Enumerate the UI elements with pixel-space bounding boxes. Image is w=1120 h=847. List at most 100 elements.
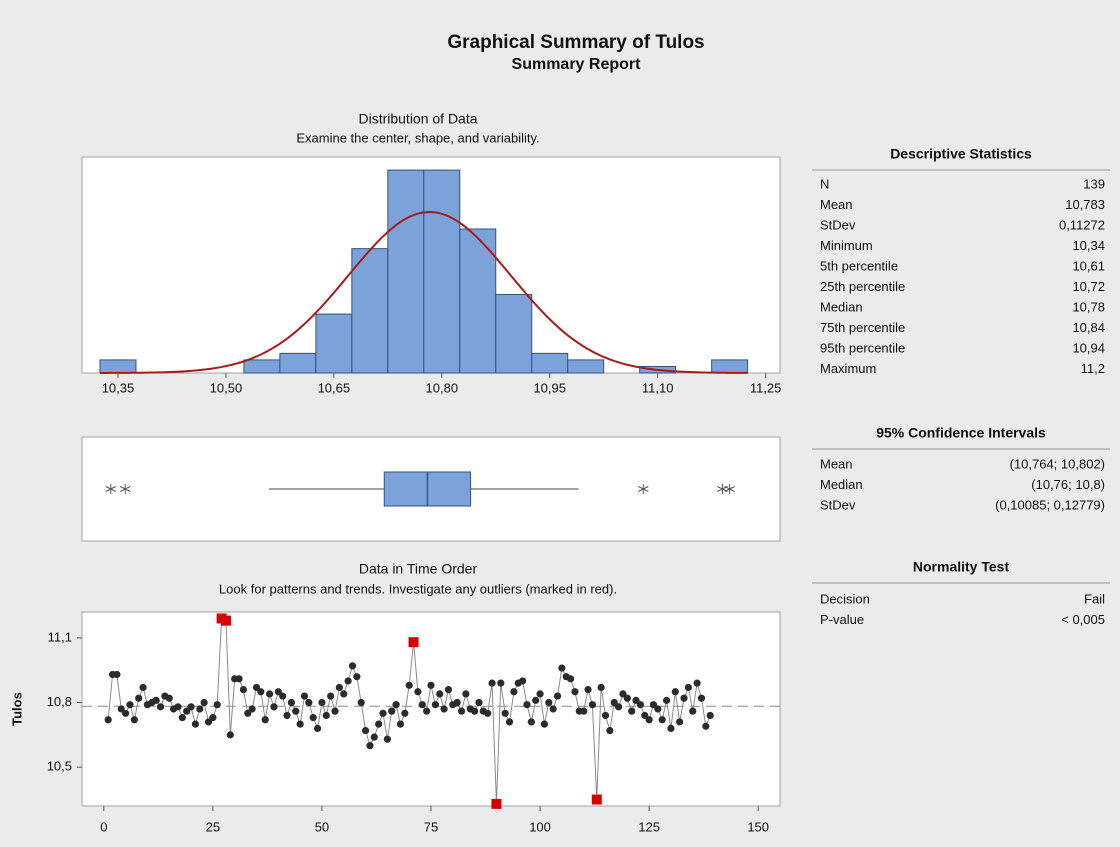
hist-title: Distribution of Data (358, 111, 477, 127)
outlier-stroke (724, 486, 735, 492)
row-value: (10,764; 10,802) (1010, 456, 1105, 471)
data-point (313, 724, 322, 733)
data-point (702, 722, 710, 730)
data-point (187, 703, 195, 711)
data-point (418, 701, 426, 709)
outlier-stroke (638, 486, 649, 492)
data-point (209, 714, 217, 722)
histogram-bar (459, 228, 497, 374)
data-point (366, 742, 374, 750)
data-point (484, 709, 492, 717)
data-point (370, 733, 378, 741)
data-point (126, 701, 134, 709)
data-point (532, 696, 540, 704)
row-value: 10,94 (1072, 340, 1105, 355)
data-point (567, 675, 575, 683)
row-label: Decision (820, 591, 870, 606)
data-point (645, 716, 653, 724)
row-label: StDev (820, 217, 856, 232)
data-point (383, 735, 391, 743)
data-point (553, 692, 562, 700)
data-point (388, 707, 396, 715)
data-point (614, 703, 623, 711)
data-point (318, 698, 326, 707)
data-point (453, 698, 461, 707)
row-value: (0,10085; 0,12779) (995, 497, 1105, 512)
data-point (335, 683, 343, 692)
row-value: Fail (1084, 591, 1105, 606)
row-value: 10,84 (1072, 320, 1105, 335)
data-point (165, 694, 173, 702)
data-point (444, 686, 453, 694)
data-point (174, 703, 182, 711)
outlier (119, 484, 131, 494)
data-point (628, 707, 636, 715)
data-point (588, 701, 597, 709)
data-point (497, 679, 505, 687)
row-value: 0,11272 (1059, 217, 1105, 232)
data-point (361, 726, 370, 735)
data-point (401, 709, 409, 717)
data-point (178, 714, 186, 722)
data-point (680, 694, 688, 702)
row-value: (10,76; 10,8) (1031, 477, 1105, 492)
time-subtitle: Look for patterns and trends. Investigat… (219, 581, 617, 596)
data-point (423, 707, 431, 715)
data-point (545, 698, 553, 707)
data-point (327, 692, 335, 700)
data-point (501, 709, 509, 717)
data-point (684, 683, 692, 692)
row-label: 75th percentile (820, 320, 905, 335)
x-tick-label: 11,25 (750, 380, 782, 395)
data-point (213, 701, 221, 709)
data-point (156, 703, 165, 711)
data-point (414, 688, 422, 696)
data-point (379, 709, 387, 717)
data-point (658, 716, 666, 724)
y-tick-label: 10,5 (47, 759, 72, 774)
data-point (353, 673, 361, 681)
data-point (667, 724, 675, 733)
data-point (309, 714, 317, 722)
row-label: Mean (820, 456, 853, 471)
normal-fit-curve (99, 210, 748, 374)
data-point (597, 683, 605, 692)
x-tick-label: 25 (206, 819, 220, 834)
data-point (340, 690, 348, 698)
data-point (676, 718, 684, 726)
outlier (105, 484, 117, 494)
table-title: Normality Test (913, 559, 1010, 575)
data-point (427, 681, 435, 689)
data-point (519, 677, 527, 685)
data-point (697, 694, 706, 702)
row-value: < 0,005 (1061, 612, 1105, 627)
data-point (606, 726, 614, 735)
data-point (636, 701, 645, 709)
row-label: Maximum (820, 361, 876, 376)
subtitle: Summary Report (512, 56, 642, 73)
data-point (662, 696, 671, 704)
row-label: 95th percentile (820, 340, 905, 355)
data-point (113, 670, 121, 679)
y-tick-label: 10,8 (47, 694, 72, 709)
data-point (527, 718, 535, 726)
data-point (462, 690, 470, 698)
data-point (265, 690, 274, 698)
data-point (196, 705, 204, 713)
time-title: Data in Time Order (359, 561, 478, 577)
data-point (296, 720, 304, 728)
data-point (322, 711, 330, 720)
outlier-point (591, 794, 602, 805)
row-label: 25th percentile (820, 279, 905, 294)
data-point (549, 705, 557, 713)
data-point (375, 720, 383, 728)
outlier-stroke (105, 486, 117, 492)
data-point (287, 698, 295, 707)
histogram-bar (315, 313, 353, 374)
data-point (623, 694, 631, 702)
row-label: Median (820, 477, 863, 492)
data-point (706, 711, 714, 720)
data-point (300, 692, 309, 700)
data-point (471, 707, 479, 715)
